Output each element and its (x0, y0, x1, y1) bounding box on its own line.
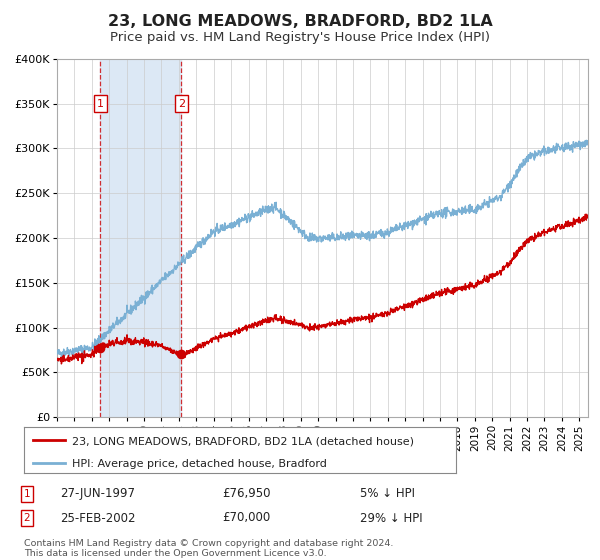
Text: 23, LONG MEADOWS, BRADFORD, BD2 1LA (detached house): 23, LONG MEADOWS, BRADFORD, BD2 1LA (det… (71, 436, 413, 446)
Text: £70,000: £70,000 (222, 511, 270, 525)
Text: 2: 2 (23, 513, 31, 523)
Text: 1: 1 (97, 99, 104, 109)
Text: 1: 1 (23, 489, 31, 499)
Bar (100, 59, 181, 417)
Text: £76,950: £76,950 (222, 487, 271, 501)
Text: Price paid vs. HM Land Registry's House Price Index (HPI): Price paid vs. HM Land Registry's House … (110, 31, 490, 44)
Text: 25-FEB-2002: 25-FEB-2002 (60, 511, 136, 525)
Text: 2: 2 (178, 99, 185, 109)
Text: HPI: Average price, detached house, Bradford: HPI: Average price, detached house, Brad… (71, 459, 326, 469)
Text: 23, LONG MEADOWS, BRADFORD, BD2 1LA: 23, LONG MEADOWS, BRADFORD, BD2 1LA (107, 14, 493, 29)
Text: 27-JUN-1997: 27-JUN-1997 (60, 487, 135, 501)
Text: Contains HM Land Registry data © Crown copyright and database right 2024.
This d: Contains HM Land Registry data © Crown c… (24, 539, 394, 558)
Text: 29% ↓ HPI: 29% ↓ HPI (360, 511, 422, 525)
Text: 5% ↓ HPI: 5% ↓ HPI (360, 487, 415, 501)
